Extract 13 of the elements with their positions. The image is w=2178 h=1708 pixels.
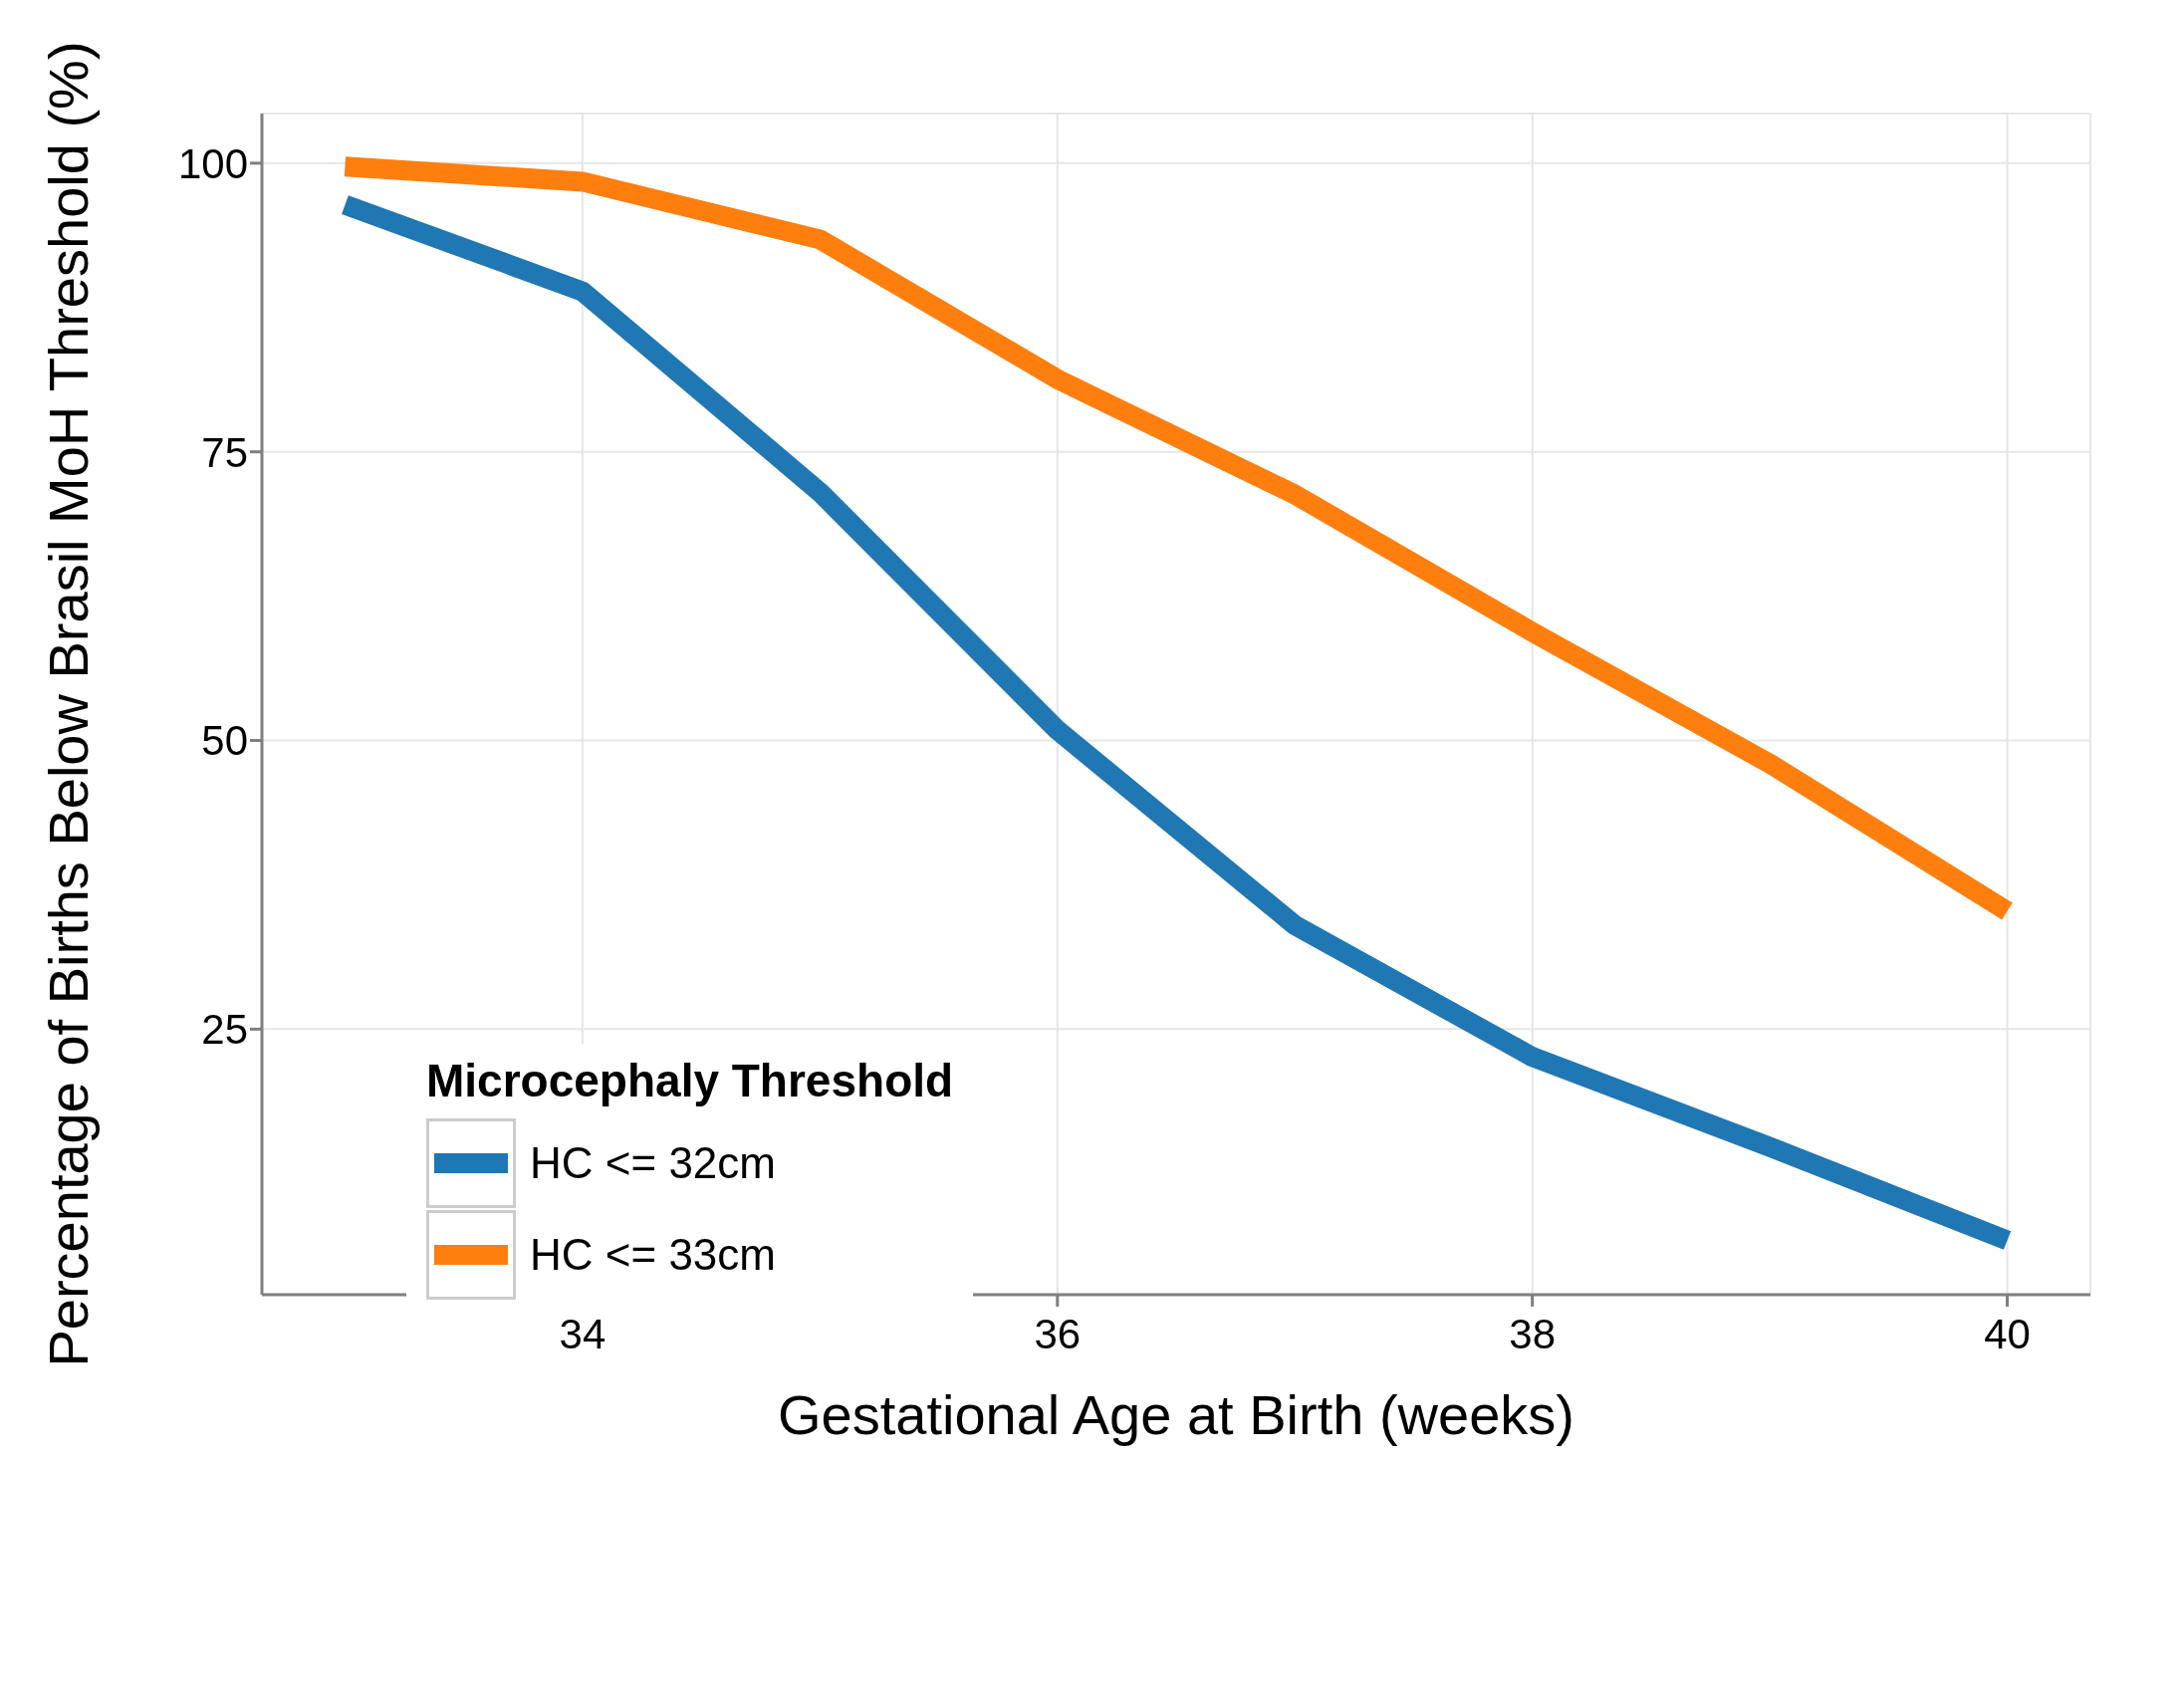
y-axis-title: Percentage of Births Below Brasil MoH Threshold (%) [36,41,100,1367]
x-tick-label: 40 [1984,1310,2031,1357]
legend-label: HC <= 33cm [530,1230,776,1280]
x-tick-label: 36 [1034,1310,1082,1357]
x-tick-label: 34 [559,1310,606,1357]
y-tick-label: 50 [201,717,248,765]
legend-title: Microcephaly Threshold [426,1054,954,1107]
y-tick-label: 75 [201,428,248,476]
x-axis-title: Gestational Age at Birth (weeks) [778,1383,1574,1446]
legend-label: HC <= 32cm [530,1138,776,1188]
x-tick-label: 38 [1509,1310,1557,1357]
y-tick-label: 25 [201,1006,248,1054]
y-tick-label: 100 [177,139,248,187]
